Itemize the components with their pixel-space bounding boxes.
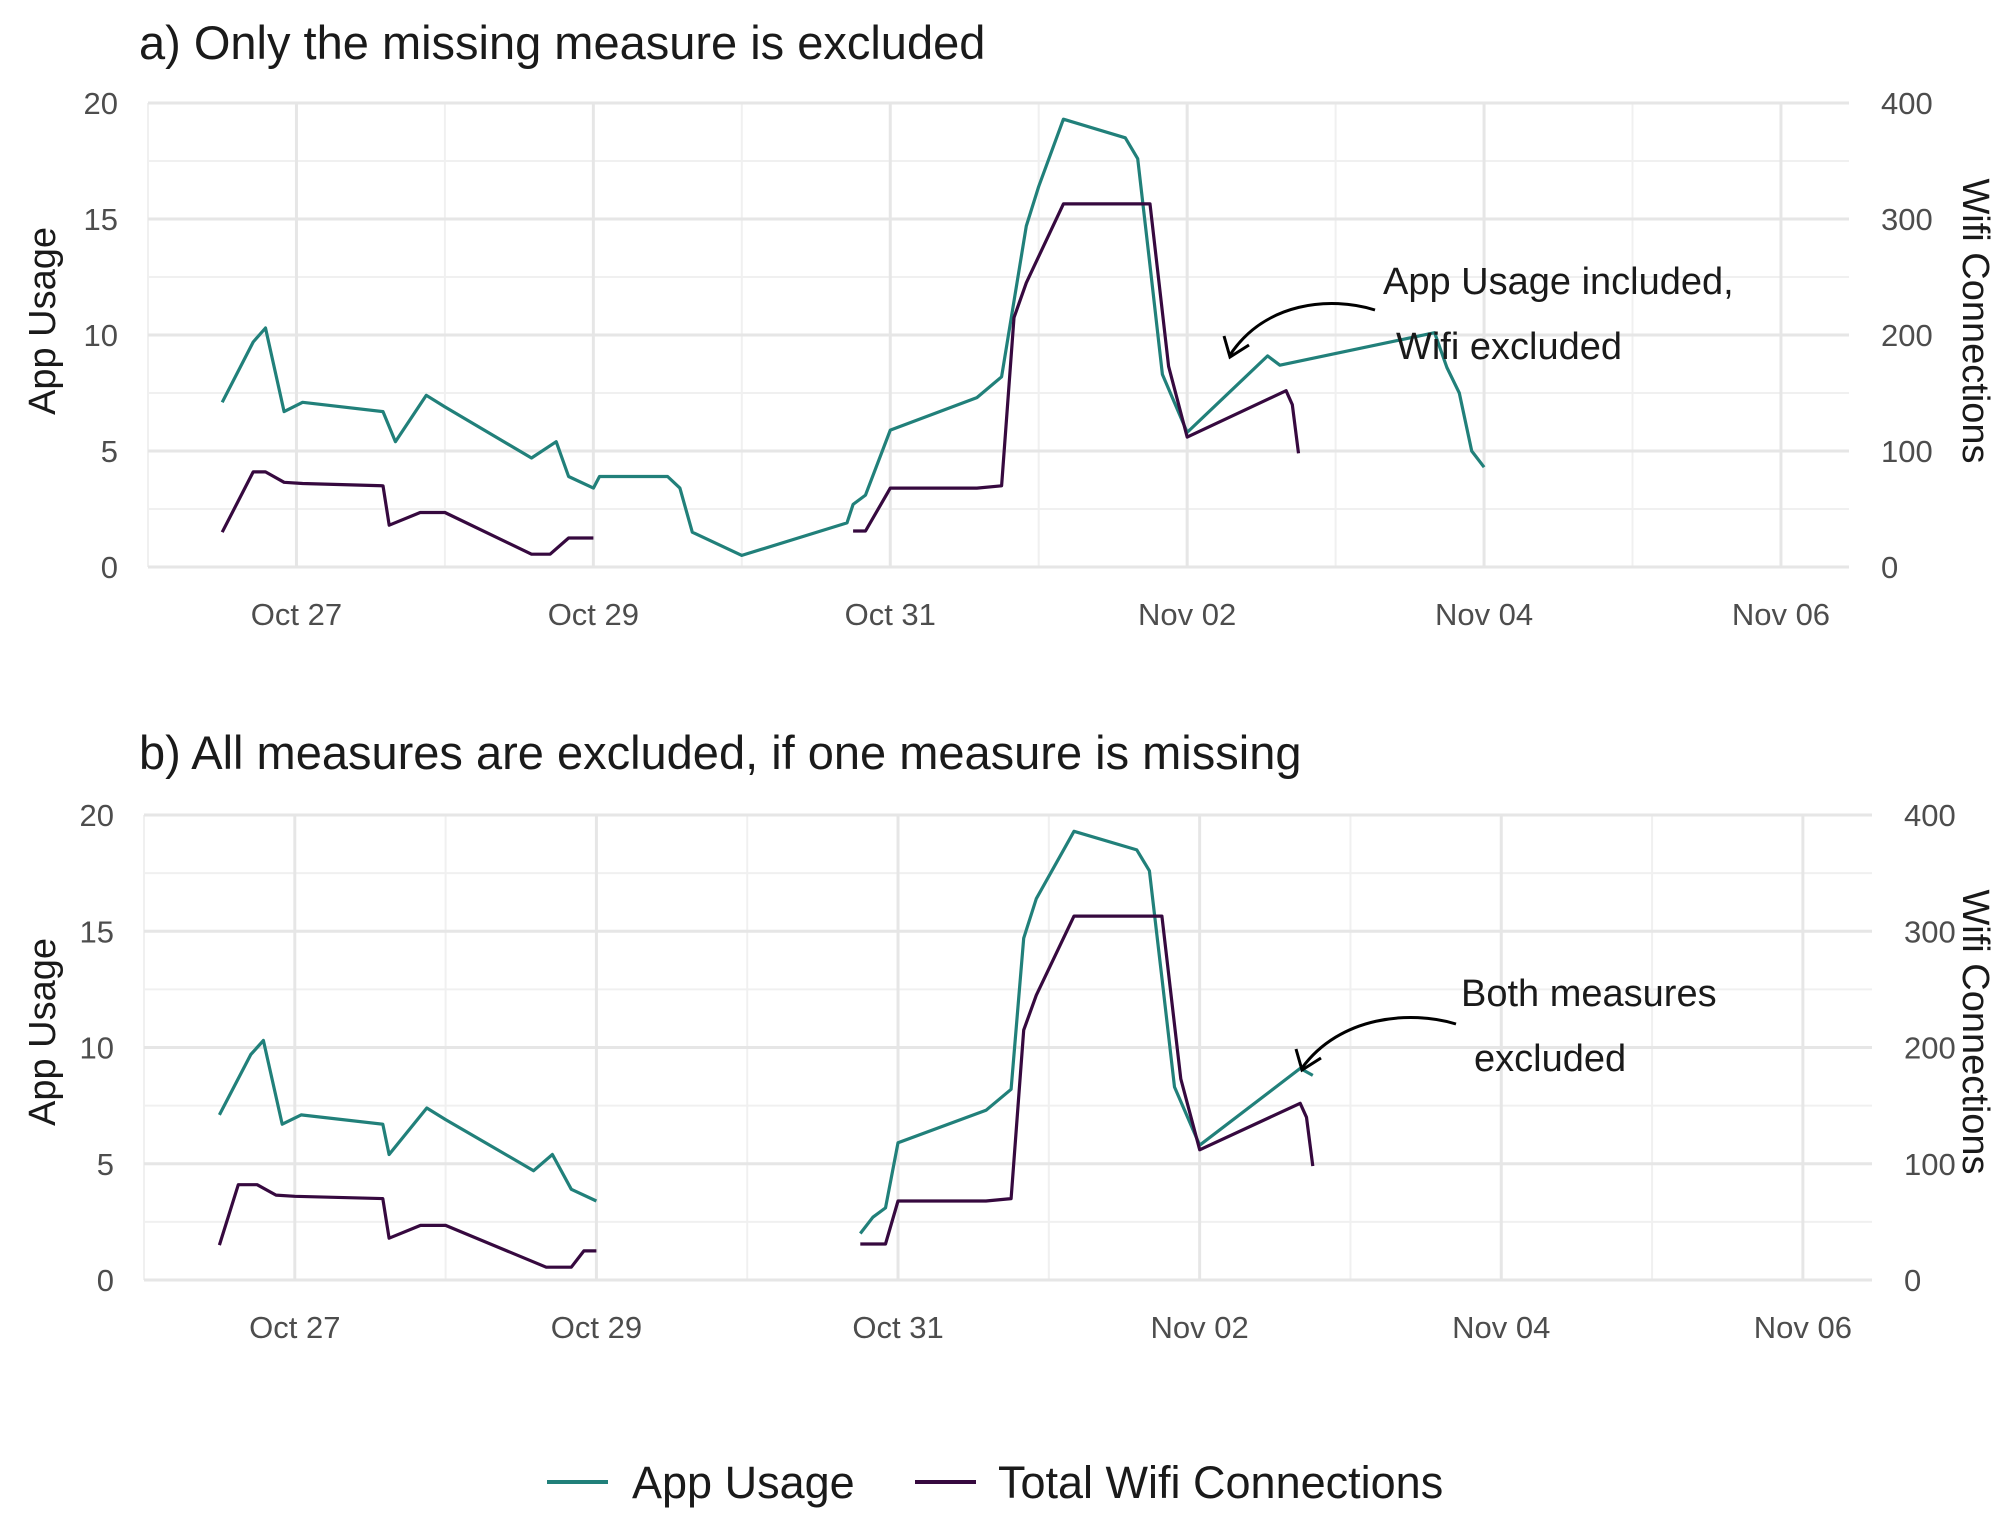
series-line-wifi [860, 914, 1315, 1246]
panel-b-annotation-line-2: excluded [1474, 1038, 1626, 1080]
y-tick-label: 10 [80, 1031, 114, 1066]
panel-b-ylabel: App Usage [22, 938, 64, 1126]
panel-a: a) Only the missing measure is excluded … [22, 16, 1996, 632]
panel-b-annotation: Both measures excluded [1294, 973, 1717, 1080]
y-tick-label: 0 [101, 550, 118, 585]
panel-a-annotation-arrow [1228, 302, 1376, 356]
y2-tick-label: 300 [1881, 202, 1933, 237]
panel-b-ticks: 0 0 5 100 10 200 15 300 20 400 Oct 27 Oct 29 Oct 31 N… [80, 798, 1956, 1345]
panel-b-annotation-line-1: Both measures [1461, 973, 1717, 1015]
panel-a-annotation-arrowhead [1222, 335, 1250, 360]
x-tick-label: Oct 27 [251, 597, 342, 632]
y-tick-label: 5 [101, 434, 118, 469]
y2-tick-label: 0 [1881, 550, 1898, 585]
x-tick-label: Nov 06 [1732, 597, 1830, 632]
x-tick-label: Nov 02 [1138, 597, 1236, 632]
y2-tick-label: 300 [1904, 914, 1956, 949]
series-line-wifi [217, 1183, 597, 1269]
panel-b-series [217, 829, 1315, 1269]
legend-label-wifi: Total Wifi Connections [998, 1457, 1443, 1508]
y-tick-label: 10 [84, 318, 118, 353]
series-line-wifi [220, 470, 594, 556]
panel-b-annotation-arrowhead [1294, 1048, 1322, 1073]
y2-tick-label: 100 [1881, 434, 1933, 469]
panel-b-annotation-arrow [1300, 1016, 1457, 1069]
y-tick-label: 20 [80, 798, 114, 833]
x-tick-label: Oct 27 [249, 1310, 340, 1345]
panel-a-ylabel: App Usage [22, 227, 64, 415]
y2-tick-label: 0 [1904, 1263, 1921, 1298]
panel-a-title: a) Only the missing measure is excluded [139, 16, 985, 69]
panel-a-annotation-line-1: App Usage included, [1383, 261, 1734, 303]
series-line-app [217, 1038, 598, 1203]
y-tick-label: 0 [97, 1263, 114, 1298]
panel-a-y2label: Wifi Connections [1954, 178, 1996, 463]
x-tick-label: Nov 06 [1754, 1310, 1852, 1345]
y-tick-label: 5 [97, 1147, 114, 1182]
panel-b-title: b) All measures are excluded, if one mea… [139, 726, 1301, 779]
y2-tick-label: 400 [1904, 798, 1956, 833]
panel-a-annotation: App Usage included, Wifi excluded [1222, 261, 1734, 368]
legend: App Usage Total Wifi Connections [547, 1457, 1443, 1508]
series-line-app [220, 117, 1486, 558]
panel-b-y2label: Wifi Connections [1954, 889, 1996, 1174]
y-tick-label: 15 [84, 202, 118, 237]
x-tick-label: Oct 29 [551, 1310, 642, 1345]
y2-tick-label: 200 [1881, 318, 1933, 353]
series-line-wifi [853, 202, 1301, 533]
y-tick-label: 20 [84, 86, 118, 121]
x-tick-label: Oct 31 [845, 597, 936, 632]
legend-label-app: App Usage [632, 1457, 855, 1508]
x-tick-label: Nov 02 [1151, 1310, 1249, 1345]
y2-tick-label: 200 [1904, 1031, 1956, 1066]
panel-a-grid [147, 101, 1849, 569]
series-line-app [859, 829, 1314, 1235]
panel-a-series [220, 117, 1486, 558]
panel-b: b) All measures are excluded, if one mea… [22, 726, 1996, 1345]
x-tick-label: Nov 04 [1435, 597, 1533, 632]
panel-a-annotation-line-2: Wifi excluded [1396, 326, 1622, 368]
y2-tick-label: 100 [1904, 1147, 1956, 1182]
y-tick-label: 15 [80, 914, 114, 949]
y2-tick-label: 400 [1881, 86, 1933, 121]
x-tick-label: Oct 31 [852, 1310, 943, 1345]
panel-a-ticks: 0 0 5 100 10 200 15 300 20 400 Oct 27 Oct 29 Oct 31 N… [84, 86, 1933, 632]
x-tick-label: Oct 29 [548, 597, 639, 632]
x-tick-label: Nov 04 [1452, 1310, 1550, 1345]
